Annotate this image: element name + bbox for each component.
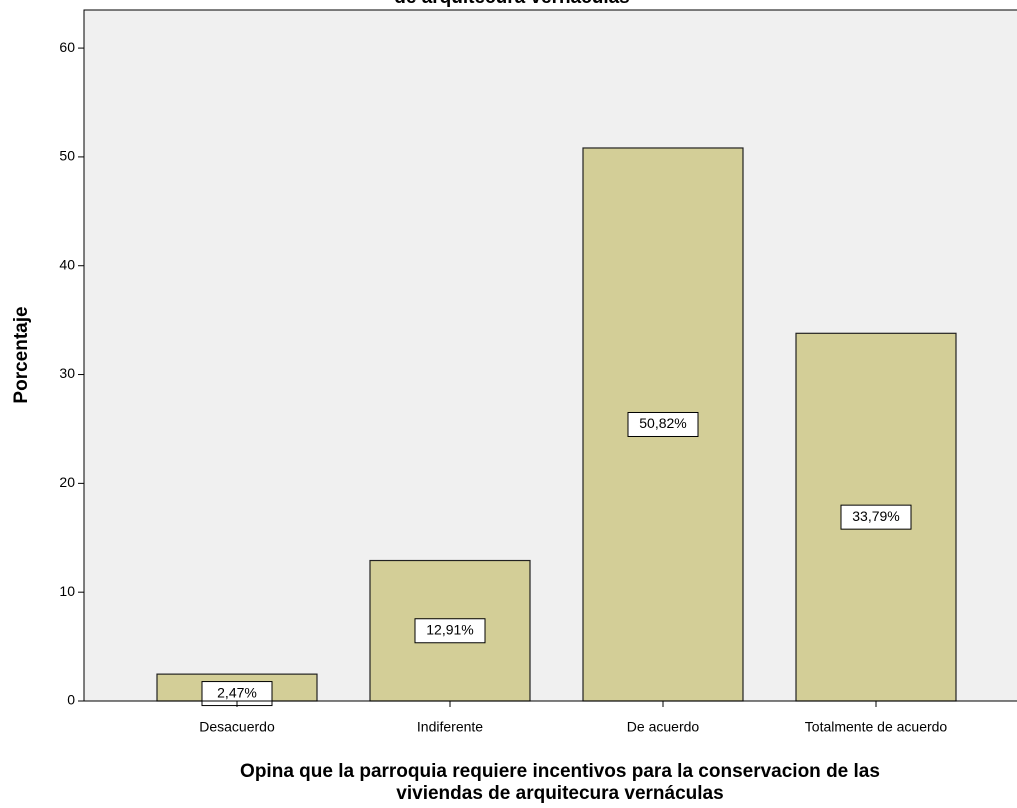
chart-title: de arquitecura vernáculas [394,0,630,8]
value-label: 33,79% [852,508,899,524]
y-tick-label: 0 [67,692,75,708]
y-tick-label: 60 [59,39,75,55]
x-tick-label: Desacuerdo [199,719,275,735]
value-label: 50,82% [639,415,686,431]
y-tick-label: 20 [59,474,75,490]
value-label: 12,91% [426,621,473,637]
y-tick-label: 10 [59,583,75,599]
y-tick-label: 30 [59,365,75,381]
x-axis-label: viviendas de arquitecura vernáculas [396,783,723,804]
x-tick-label: Indiferente [417,719,483,735]
x-tick-label: De acuerdo [627,719,700,735]
x-axis-label: Opina que la parroquia requiere incentiv… [240,761,880,782]
y-axis-label: Porcentaje [11,306,32,403]
value-label-box [414,618,486,644]
value-label-box [627,411,699,437]
bar [369,559,531,702]
value-label-box [840,504,912,530]
y-tick-label: 40 [59,256,75,272]
x-tick-label: Totalmente de acuerdo [805,719,948,735]
value-label: 2,47% [217,684,257,700]
y-tick-label: 50 [59,148,75,164]
